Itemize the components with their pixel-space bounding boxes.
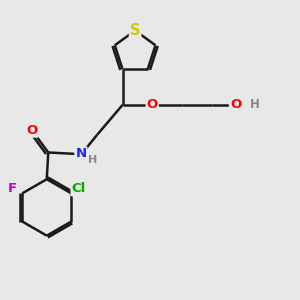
Text: F: F xyxy=(8,182,16,195)
Text: H: H xyxy=(250,98,260,111)
Text: H: H xyxy=(88,155,97,165)
Text: O: O xyxy=(26,124,38,137)
Text: S: S xyxy=(130,23,140,38)
Text: N: N xyxy=(75,147,86,161)
Text: O: O xyxy=(147,98,158,111)
Text: Cl: Cl xyxy=(71,182,86,195)
Text: O: O xyxy=(230,98,241,111)
